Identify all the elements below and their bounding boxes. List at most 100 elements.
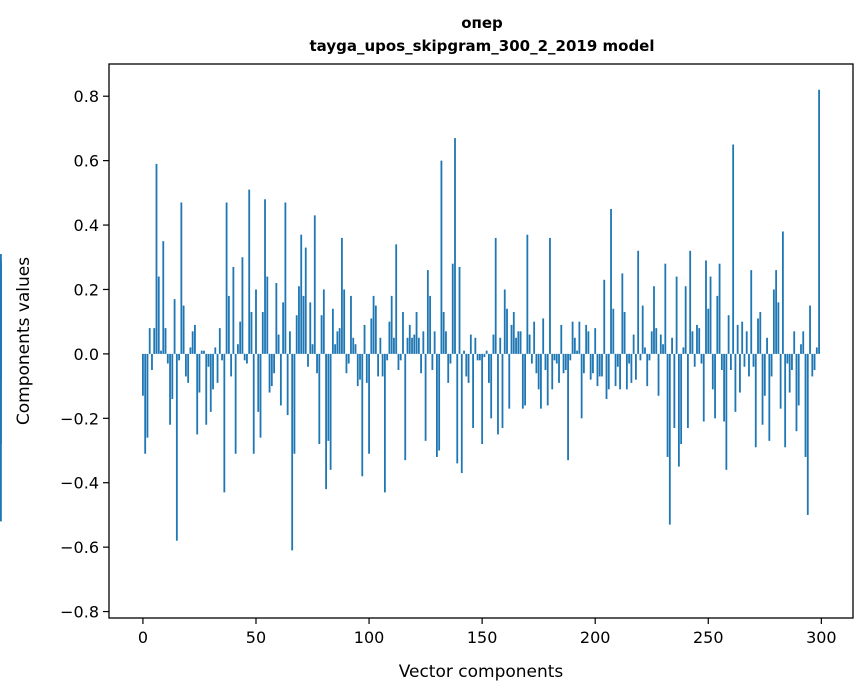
bar-285	[786, 353, 789, 364]
bar-297	[813, 353, 816, 370]
bar-111	[393, 337, 395, 354]
bar-32	[214, 347, 217, 354]
bar-282	[779, 353, 782, 409]
bar-143	[465, 353, 468, 377]
bar-218	[635, 353, 637, 380]
x-tick-label: 100	[354, 628, 385, 647]
x-tick-label: 150	[467, 628, 498, 647]
bar-207	[610, 208, 612, 354]
y-tick-label: 0.6	[74, 152, 99, 171]
bar-241	[687, 353, 689, 428]
bar-167	[519, 331, 522, 354]
bar-55	[266, 276, 269, 354]
x-tick-label: 50	[246, 628, 266, 647]
bar-270	[752, 353, 755, 367]
bar-14	[173, 299, 176, 354]
bar-29	[207, 353, 210, 367]
bar-204	[603, 279, 606, 354]
bar-295	[809, 305, 811, 354]
chart-subtitle: tayga_upos_skipgram_300_2_2019 model	[310, 37, 655, 55]
bar-203	[601, 353, 603, 377]
bar-12	[169, 353, 171, 425]
bar-283	[781, 231, 784, 354]
bar-series	[0, 89, 820, 551]
bar-160	[503, 289, 506, 354]
bar-188	[567, 353, 569, 461]
bar-219	[637, 250, 640, 354]
bar-173	[533, 321, 536, 354]
bar-71	[302, 295, 305, 354]
bar-41	[234, 353, 237, 454]
bar-80	[322, 289, 325, 354]
bar-220	[639, 353, 642, 361]
bar-50	[255, 289, 257, 354]
bar-121	[415, 312, 418, 354]
bar-184	[558, 353, 560, 383]
bar-19	[184, 353, 187, 377]
y-tick-label: −0.4	[60, 474, 99, 493]
bar-291	[800, 344, 802, 354]
bar-89	[343, 289, 346, 354]
bar-100	[368, 353, 370, 454]
bar-26	[200, 350, 203, 354]
bar-51	[257, 353, 260, 412]
bar-232	[666, 353, 669, 457]
bar-15	[175, 353, 178, 541]
bar-46	[246, 353, 248, 364]
bar-31	[212, 353, 214, 390]
bar-266	[743, 353, 746, 367]
bar-202	[598, 353, 601, 377]
bar-47	[248, 189, 251, 354]
bar-187	[564, 353, 567, 370]
y-tick-label: −0.6	[60, 538, 99, 557]
bar-96	[359, 353, 361, 380]
bar-194	[580, 353, 583, 419]
bar-73	[307, 353, 309, 367]
bar-64	[286, 353, 289, 416]
bar-30	[209, 353, 212, 412]
bar-168	[521, 353, 524, 409]
bar-216	[630, 353, 633, 383]
bar-228	[657, 353, 660, 396]
bar-124	[422, 331, 425, 354]
bar-179	[546, 353, 549, 406]
bar-198	[589, 353, 592, 380]
bar-63	[284, 202, 287, 354]
bar-101	[370, 318, 373, 354]
bar-147	[474, 337, 477, 354]
bar-166	[517, 331, 520, 354]
bar-262	[734, 353, 737, 412]
bar-66	[291, 353, 294, 551]
bar-154	[490, 353, 493, 419]
bar-108	[386, 353, 389, 361]
bar-153	[488, 353, 490, 383]
bar-88	[341, 237, 343, 354]
bar-75	[311, 344, 314, 354]
bar-95	[356, 353, 359, 387]
x-axis-ticks: 0 50 100 150 200 250 300	[138, 618, 837, 647]
bar-105	[379, 337, 382, 354]
bar-299	[818, 89, 820, 354]
bar-157	[497, 353, 499, 435]
bar-123	[420, 353, 422, 374]
x-axis-label: Vector components	[399, 662, 564, 682]
bar-238	[680, 353, 683, 445]
bar-215	[628, 353, 631, 364]
bar-255	[718, 263, 721, 354]
bar-164	[512, 312, 515, 354]
bar-91	[347, 353, 350, 364]
bar-9	[162, 241, 165, 354]
bar-127	[429, 295, 432, 354]
bar-113	[397, 353, 400, 370]
bar-185	[560, 324, 563, 354]
bar-186	[562, 353, 565, 374]
bar-290	[797, 353, 800, 406]
bar-172	[530, 353, 533, 364]
bar-6	[155, 163, 158, 354]
bar-293	[804, 353, 807, 457]
bar-261	[732, 144, 735, 354]
bar-245	[696, 324, 698, 354]
bar-271	[754, 353, 757, 448]
bar-272	[757, 318, 759, 354]
